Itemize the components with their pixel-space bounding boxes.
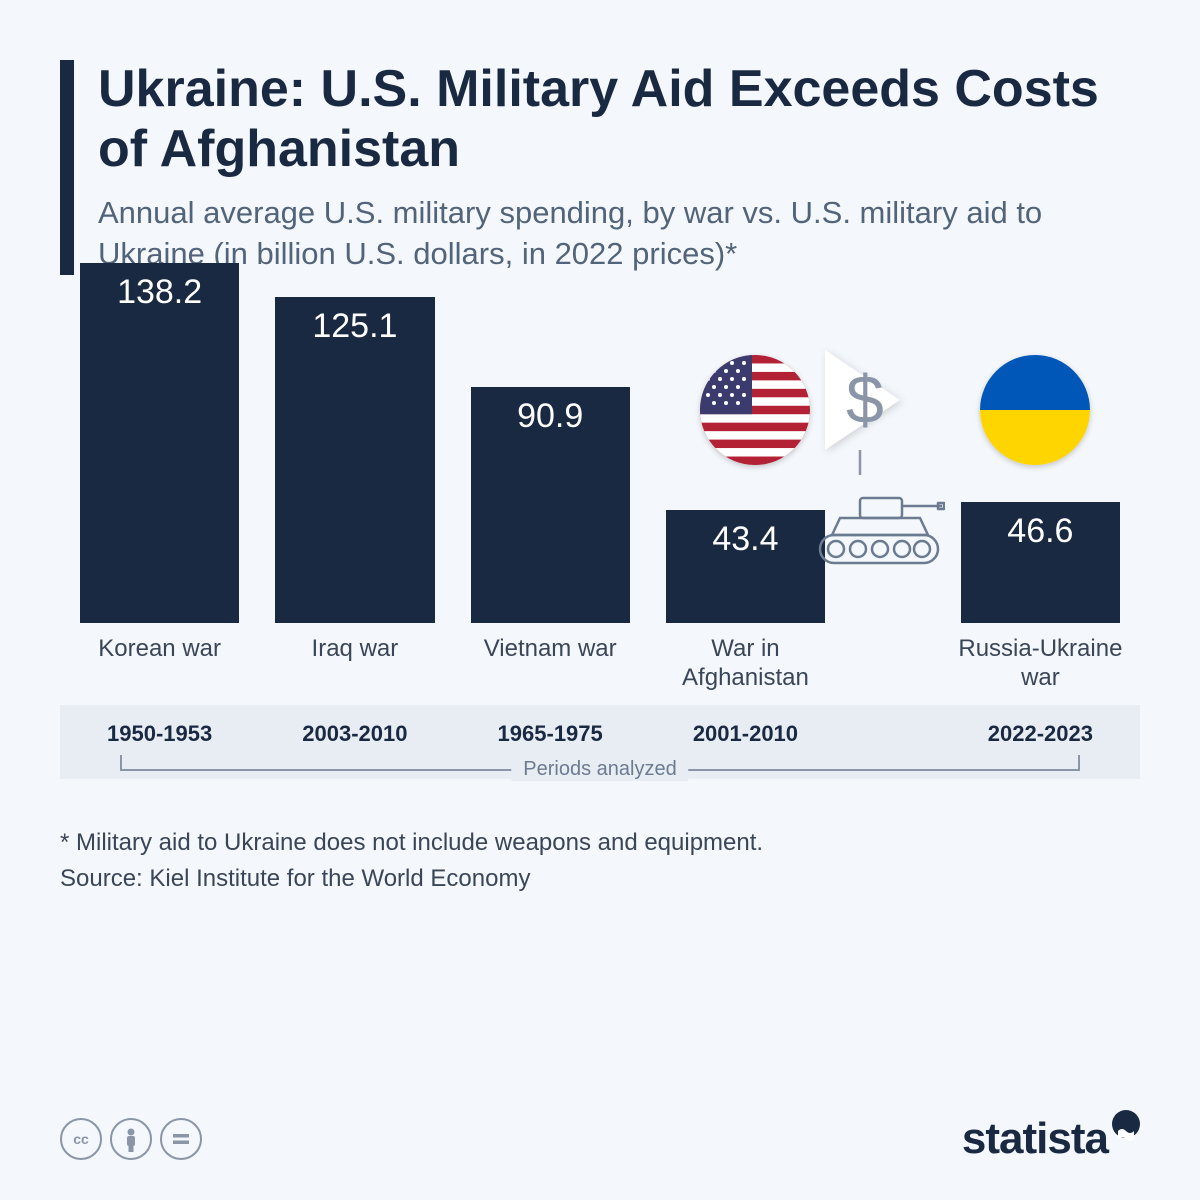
statista-logo: statista	[962, 1114, 1140, 1164]
bar-label: Korean war	[64, 635, 255, 695]
periods-label: Periods analyzed	[511, 758, 688, 781]
license-icons: cc	[60, 1118, 202, 1160]
period-label: 2003-2010	[275, 721, 434, 747]
bar-label: Iraq war	[259, 635, 450, 695]
bar-value: 46.6	[961, 512, 1120, 551]
nd-icon	[160, 1118, 202, 1160]
bar-slot: 46.6 Russia-Ukraine war	[961, 502, 1120, 695]
bar: 43.4	[666, 510, 825, 623]
page-subtitle: Annual average U.S. military spending, b…	[98, 192, 1140, 276]
periods-strip: 1950-1953 2003-2010 1965-1975 2001-2010 2022…	[60, 705, 1140, 779]
footer: cc statista	[60, 1114, 1140, 1164]
period-label: 2001-2010	[666, 721, 825, 747]
bar-slot: 90.9 Vietnam war	[471, 387, 630, 696]
bar-label: War in Afghanistan	[650, 635, 841, 695]
bar: 90.9	[471, 387, 630, 624]
svg-text:cc: cc	[73, 1131, 89, 1147]
title-block: Ukraine: U.S. Military Aid Exceeds Costs…	[60, 60, 1140, 275]
bar: 125.1	[275, 297, 434, 623]
bar: 138.2	[80, 263, 239, 623]
by-icon	[110, 1118, 152, 1160]
bar-chart: 138.2 Korean war 125.1 Iraq war 90.9 Vie…	[60, 315, 1140, 775]
source-text: Source: Kiel Institute for the World Eco…	[60, 861, 1140, 897]
period-label: 1965-1975	[471, 721, 630, 747]
period-label: 1950-1953	[80, 721, 239, 747]
bar-slot: 43.4 War in Afghanistan	[666, 510, 825, 695]
bar-value: 43.4	[666, 520, 825, 559]
period-label: 2022-2023	[961, 721, 1120, 747]
bar-slot: 138.2 Korean war	[80, 263, 239, 695]
bar-value: 90.9	[471, 397, 630, 436]
bar-label: Vietnam war	[455, 635, 646, 695]
cc-icon: cc	[60, 1118, 102, 1160]
footnote-text: * Military aid to Ukraine does not inclu…	[60, 825, 1140, 861]
bar: 46.6	[961, 502, 1120, 623]
bar-label: Russia-Ukraine war	[945, 635, 1136, 695]
bar-value: 125.1	[275, 307, 434, 346]
page-title: Ukraine: U.S. Military Aid Exceeds Costs…	[98, 60, 1140, 180]
footnote-block: * Military aid to Ukraine does not inclu…	[60, 825, 1140, 897]
infographic-container: Ukraine: U.S. Military Aid Exceeds Costs…	[0, 0, 1200, 1200]
bar-value: 138.2	[80, 273, 239, 312]
bar-slot: 125.1 Iraq war	[275, 297, 434, 695]
